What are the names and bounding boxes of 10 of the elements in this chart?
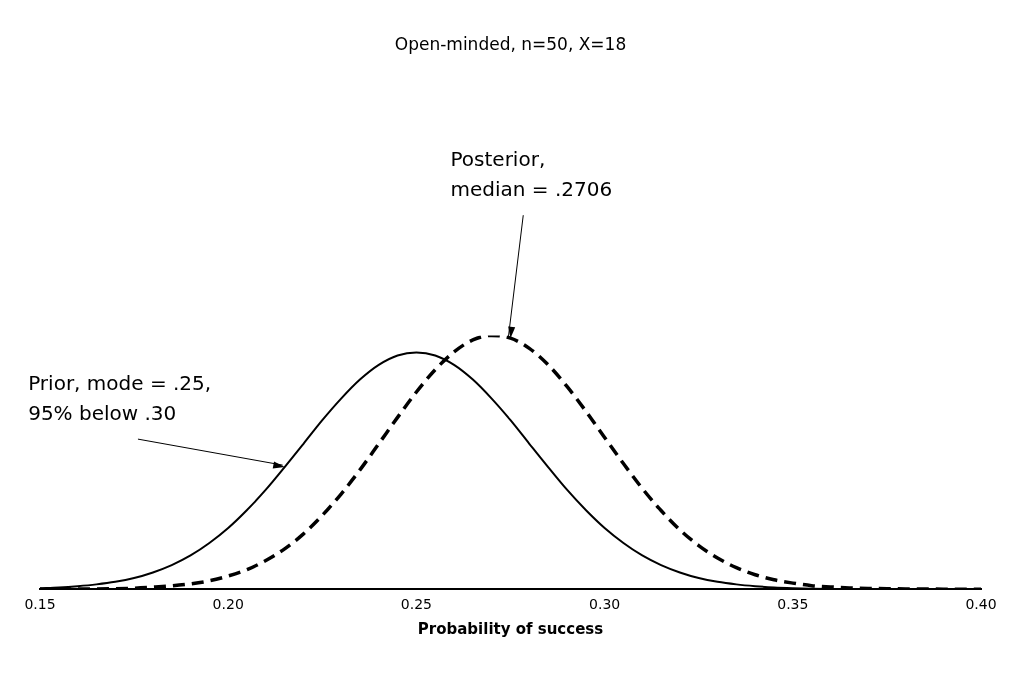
x-axis-title: Probability of success: [417, 619, 604, 638]
x-tick-label: 0.40: [965, 596, 997, 613]
annotation: Prior, mode = .25, 95% below .30: [28, 371, 212, 426]
x-tick-label: 0.20: [212, 596, 244, 613]
x-tick-label: 0.25: [400, 596, 432, 613]
x-tick-label: 0.15: [24, 596, 56, 613]
chart-title: Open-minded, n=50, X=18: [394, 33, 627, 54]
annotation: Posterior, median = .2706: [450, 147, 613, 202]
x-tick-label: 0.35: [777, 596, 809, 613]
x-tick-label: 0.30: [589, 596, 621, 613]
